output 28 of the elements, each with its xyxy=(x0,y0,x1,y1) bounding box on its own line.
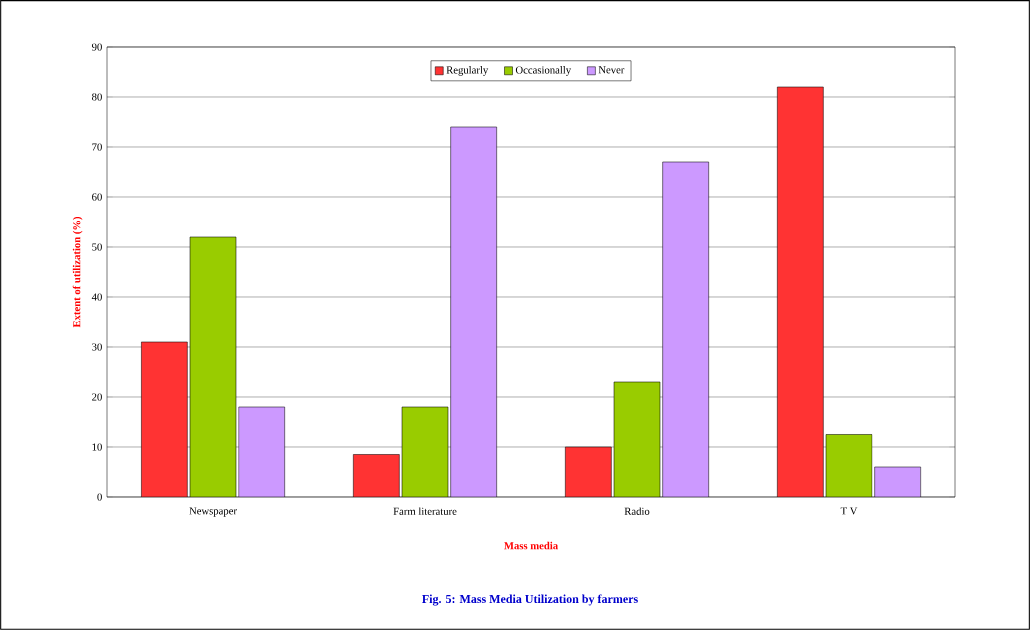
legend-label: Never xyxy=(598,66,625,74)
y-tick-label: 70 xyxy=(92,143,102,151)
x-axis-title: Mass media xyxy=(504,541,558,550)
y-tick-label: 80 xyxy=(92,93,102,101)
x-tick-label: T V xyxy=(840,507,858,515)
y-tick-label: 20 xyxy=(92,393,102,401)
bar xyxy=(238,406,285,497)
bar xyxy=(189,236,237,497)
legend-label: Occasionally xyxy=(515,66,572,76)
y-tick-label: 40 xyxy=(91,293,102,301)
legend-label: Regularly xyxy=(446,66,489,76)
y-tick-label: 0 xyxy=(97,493,102,501)
bar xyxy=(874,466,921,497)
y-tick-label: 10 xyxy=(92,443,102,451)
bar xyxy=(662,161,709,497)
x-tick-label: Radio xyxy=(624,507,650,515)
caption: Fig. 5: Mass Media Utilization by farmers xyxy=(422,594,638,606)
y-axis-title: Extent of utilization (%) xyxy=(72,216,83,328)
x-tick-label: Farm literature xyxy=(393,507,457,515)
bar xyxy=(450,126,497,497)
y-tick-label: 90 xyxy=(91,43,102,51)
y-tick-label: 50 xyxy=(92,243,102,251)
y-tick-label: 30 xyxy=(92,343,102,351)
y-tick-label: 60 xyxy=(92,193,102,201)
bar xyxy=(401,406,449,497)
x-tick-label: Newspaper xyxy=(189,507,237,517)
bar xyxy=(613,381,661,497)
bar xyxy=(825,434,873,497)
